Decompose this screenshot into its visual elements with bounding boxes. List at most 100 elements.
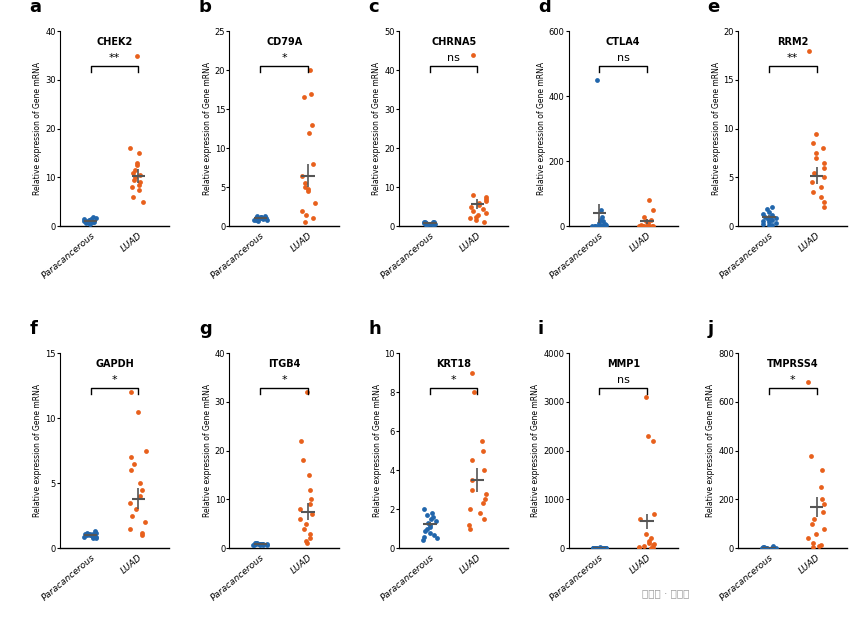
Point — [593, 543, 607, 553]
Point — [596, 221, 609, 231]
Point — [805, 178, 819, 188]
Point — [305, 120, 318, 130]
Point — [642, 538, 656, 548]
Point — [634, 221, 648, 231]
Point — [135, 485, 149, 495]
Point — [296, 455, 310, 465]
Point — [477, 217, 490, 227]
Point — [255, 539, 269, 549]
Point — [463, 524, 477, 534]
Point — [810, 153, 823, 163]
Point — [77, 531, 91, 541]
Point — [303, 529, 317, 539]
Point — [128, 459, 141, 468]
Text: a: a — [29, 0, 41, 16]
Point — [427, 530, 441, 540]
Text: f: f — [29, 320, 37, 338]
Point — [298, 524, 312, 534]
Point — [591, 218, 605, 228]
Point — [758, 543, 771, 553]
Point — [814, 192, 828, 202]
Point — [479, 192, 492, 202]
Point — [420, 524, 434, 534]
Point — [306, 509, 319, 519]
Point — [86, 531, 100, 541]
Point — [639, 529, 653, 539]
Text: CHRNA5: CHRNA5 — [431, 37, 476, 47]
Point — [639, 221, 653, 231]
Point — [817, 173, 831, 183]
Point — [304, 495, 318, 505]
Point — [479, 194, 493, 204]
Point — [643, 195, 657, 205]
Point — [764, 212, 777, 222]
Point — [591, 75, 604, 85]
Point — [256, 539, 270, 549]
Text: *: * — [112, 375, 117, 385]
Point — [77, 214, 91, 224]
Point — [250, 538, 264, 548]
Point — [589, 543, 603, 553]
Point — [306, 214, 320, 224]
Point — [299, 209, 312, 219]
Point — [130, 160, 144, 170]
Point — [809, 128, 823, 138]
Point — [418, 218, 431, 228]
Point — [247, 540, 261, 550]
Point — [756, 219, 770, 229]
Point — [302, 128, 316, 138]
Point — [128, 175, 141, 185]
Point — [123, 498, 137, 508]
Point — [476, 445, 490, 455]
Point — [464, 214, 478, 224]
Y-axis label: Relative expression of Gene mRNA: Relative expression of Gene mRNA — [706, 384, 716, 517]
Point — [132, 184, 146, 194]
Point — [132, 407, 146, 417]
Y-axis label: Relative expression of Gene mRNA: Relative expression of Gene mRNA — [203, 62, 212, 195]
Point — [80, 218, 93, 228]
Point — [89, 214, 103, 224]
Text: h: h — [368, 320, 381, 338]
Text: **: ** — [109, 54, 120, 64]
Point — [632, 542, 645, 552]
Point — [765, 543, 779, 553]
Point — [633, 221, 646, 231]
Point — [470, 212, 484, 222]
Point — [256, 214, 270, 224]
Point — [425, 512, 439, 522]
Point — [598, 543, 612, 553]
Point — [133, 148, 146, 158]
Point — [125, 511, 139, 521]
Point — [255, 540, 269, 549]
Point — [807, 514, 821, 524]
Point — [765, 543, 779, 553]
Point — [599, 543, 613, 553]
Point — [636, 221, 650, 231]
Point — [647, 540, 661, 549]
Point — [639, 392, 653, 402]
Point — [249, 214, 263, 224]
Text: g: g — [199, 320, 211, 338]
Point — [299, 519, 312, 529]
Point — [479, 196, 493, 206]
Point — [479, 488, 493, 498]
Point — [251, 216, 265, 226]
Point — [466, 455, 479, 465]
Point — [595, 212, 609, 222]
Point — [763, 217, 776, 227]
Point — [598, 543, 612, 553]
Y-axis label: Relative expression of Gene mRNA: Relative expression of Gene mRNA — [711, 62, 721, 195]
Point — [418, 217, 431, 227]
Point — [253, 540, 267, 550]
Point — [466, 50, 479, 60]
Point — [90, 531, 104, 541]
Point — [806, 542, 820, 552]
Point — [298, 178, 312, 188]
Point — [78, 216, 92, 226]
Point — [645, 221, 659, 231]
Point — [300, 387, 314, 397]
Point — [464, 202, 478, 212]
Point — [128, 173, 142, 183]
Point — [257, 212, 270, 222]
Point — [421, 518, 435, 528]
